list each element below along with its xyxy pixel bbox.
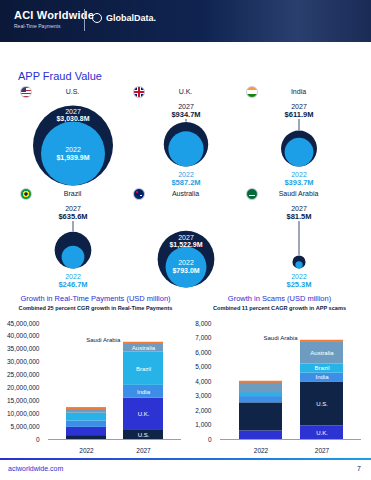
svg-text:$25.3M: $25.3M [286,280,311,289]
html-text:Growth in Real-Time Payments (: Growth in Real-Time Payments (USD millio… [20,294,171,303]
svg-text:0: 0 [36,436,40,443]
html-text:U.K.: U.K. [178,88,193,95]
svg-text:$393.7M: $393.7M [284,178,313,187]
svg-text:India: India [315,374,329,380]
svg-text:2022: 2022 [291,171,307,178]
svg-text:35,000,000: 35,000,000 [7,345,40,352]
svg-text:U.K.: U.K. [316,430,328,436]
svg-text:$1,522.9M: $1,522.9M [169,241,202,249]
svg-text:8,000: 8,000 [195,320,212,327]
html-text:GlobalData.: GlobalData. [106,13,156,23]
svg-text:2022: 2022 [65,146,81,153]
svg-text:India: India [137,389,151,395]
svg-text:U.K.: U.K. [138,411,150,417]
svg-text:2022: 2022 [79,447,94,454]
svg-text:$587.2M: $587.2M [171,178,200,187]
html-text:U.S.: U.S. [65,88,80,95]
svg-text:40,000,000: 40,000,000 [7,332,40,339]
html-text:7: 7 [357,465,361,472]
html-text:Real-Time Payments: Real-Time Payments [14,23,61,29]
svg-text:Australia: Australia [310,350,334,356]
svg-text:0: 0 [208,436,212,443]
svg-text:2027: 2027 [178,103,194,110]
svg-text:$1,939.9M: $1,939.9M [56,154,89,162]
html-text:Combined 11 percent CAGR growt: Combined 11 percent CAGR growth in APP s… [213,305,346,311]
svg-text:$934.7M: $934.7M [171,110,200,119]
svg-text:Brazil: Brazil [136,366,151,372]
svg-text:2027: 2027 [178,234,194,241]
svg-text:25,000,000: 25,000,000 [7,371,40,378]
html-text:Growth in Scams (USD million): Growth in Scams (USD million) [227,294,332,303]
svg-text:$246.7M: $246.7M [58,280,87,289]
svg-text:Saudi Arabia: Saudi Arabia [86,337,121,343]
svg-text:U.S.: U.S. [138,432,150,438]
svg-text:2022: 2022 [178,171,194,178]
svg-text:2027: 2027 [291,103,307,110]
svg-text:45,000,000: 45,000,000 [7,320,40,327]
svg-text:U.S.: U.S. [316,401,328,407]
svg-text:2022: 2022 [65,273,81,280]
svg-text:2022: 2022 [291,273,307,280]
html-text:ACI Worldwide: ACI Worldwide [14,9,94,21]
svg-text:15,000,000: 15,000,000 [7,397,40,404]
html-text:aciworldwide.com: aciworldwide.com [8,465,64,472]
svg-text:5,000,000: 5,000,000 [11,423,40,430]
svg-text:Saudi Arabia: Saudi Arabia [264,335,299,341]
svg-text:5,000: 5,000 [195,363,212,370]
svg-text:2027: 2027 [136,447,151,454]
svg-text:7,000: 7,000 [195,334,212,341]
html-text:Saudi Arabia: Saudi Arabia [278,190,319,197]
svg-text:2022: 2022 [178,259,194,266]
svg-text:$611.9M: $611.9M [285,110,314,119]
svg-text:3,000: 3,000 [195,392,212,399]
svg-text:6,000: 6,000 [195,349,212,356]
html-text:India: India [290,88,307,95]
svg-text:$635.6M: $635.6M [58,212,87,221]
svg-text:2027: 2027 [65,108,81,115]
svg-text:1,000: 1,000 [195,421,212,428]
svg-text:2027: 2027 [65,205,81,212]
html-text:Combined 25 percent CGR growth: Combined 25 percent CGR growth in Real-T… [18,305,173,311]
html-text:Australia: Australia [171,190,200,197]
svg-text:10,000,000: 10,000,000 [7,410,40,417]
html-text:APP Fraud Value: APP Fraud Value [18,70,102,82]
svg-text:$3,030.8M: $3,030.8M [56,115,89,123]
svg-text:30,000,000: 30,000,000 [7,358,40,365]
html-text:Brazil: Brazil [63,190,82,197]
svg-text:2022: 2022 [254,447,269,454]
svg-text:20,000,000: 20,000,000 [7,384,40,391]
svg-text:$793.0M: $793.0M [172,267,199,275]
svg-text:2027: 2027 [315,447,330,454]
svg-text:4,000: 4,000 [195,378,212,385]
svg-text:Brazil: Brazil [314,365,329,371]
svg-text:Australia: Australia [132,345,156,351]
svg-text:2027: 2027 [291,205,307,212]
svg-text:$81.5M: $81.5M [286,212,311,221]
svg-text:2,000: 2,000 [195,407,212,414]
